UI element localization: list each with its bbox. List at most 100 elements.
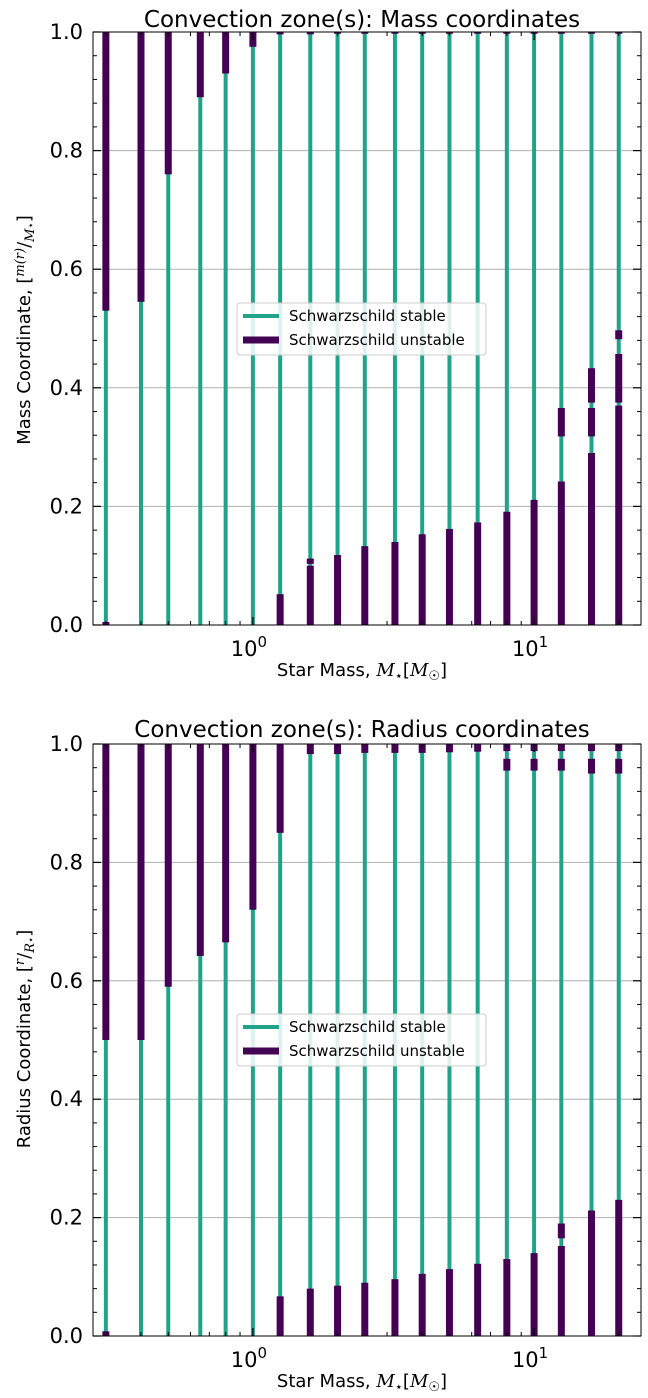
unstable-zone-bar xyxy=(445,1269,453,1336)
unstable-zone-bar xyxy=(587,744,595,752)
unstable-zone-bar xyxy=(306,565,314,625)
unstable-zone-bar xyxy=(276,32,284,35)
unstable-zone-bar xyxy=(557,758,565,771)
unstable-zone-bar xyxy=(102,744,110,1040)
unstable-zone-bar xyxy=(334,744,342,755)
y-tick-label: 0.6 xyxy=(50,257,83,281)
y-tick-label: 0.8 xyxy=(50,850,83,874)
legend-box xyxy=(236,302,487,356)
unstable-zone-bar xyxy=(164,32,172,175)
y-tick-label: 1.0 xyxy=(50,20,83,44)
svg-text:Radius Coordinate, [r/R⋆]: Radius Coordinate, [r/R⋆] xyxy=(13,930,38,1149)
unstable-zone-bar xyxy=(334,1285,342,1336)
x-axis-label: Star Mass, M⋆[M☉] xyxy=(277,660,447,684)
unstable-zone-bar xyxy=(391,541,399,625)
unstable-zone-bar xyxy=(391,744,399,753)
unstable-zone-bar xyxy=(137,32,145,302)
y-axis-label: Radius Coordinate, [r/R⋆] xyxy=(13,930,38,1149)
unstable-zone-bar xyxy=(391,1279,399,1336)
unstable-zone-bar xyxy=(276,744,284,833)
y-tick-label: 0.0 xyxy=(50,613,83,637)
unstable-zone-bar xyxy=(196,32,204,98)
legend-label-stable: Schwarzschild stable xyxy=(289,307,446,325)
unstable-zone-bar xyxy=(474,32,482,34)
unstable-zone-bar xyxy=(361,744,369,753)
unstable-zone-bar xyxy=(306,558,314,564)
unstable-zone-bar xyxy=(276,1296,284,1336)
unstable-zone-bar xyxy=(587,1210,595,1336)
unstable-zone-bar xyxy=(418,534,426,625)
x-axis-label: Star Mass, M⋆[M☉] xyxy=(277,1371,447,1395)
y-tick-label: 0.4 xyxy=(50,376,83,400)
y-tick-label: 0.2 xyxy=(50,494,83,518)
legend-label-unstable: Schwarzschild unstable xyxy=(289,1042,465,1060)
unstable-zone-bar xyxy=(557,407,565,437)
unstable-zone-bar xyxy=(361,1282,369,1336)
unstable-zone-bar xyxy=(587,407,595,437)
y-tick-label: 0.0 xyxy=(50,1324,83,1348)
unstable-zone-bar xyxy=(418,744,426,753)
unstable-zone-bar xyxy=(503,758,511,771)
ticks-layer: 0.0 0.2 0.4 0.6 0.8 1.0 100 101 xyxy=(50,732,641,1372)
unstable-zone-bar xyxy=(530,499,538,625)
legend-box xyxy=(236,1013,487,1067)
unstable-zone-bar xyxy=(474,522,482,625)
unstable-zone-bar xyxy=(615,330,623,340)
unstable-zone-bar xyxy=(306,32,314,35)
svg-text:Mass Coordinate, [m(r)/M⋆]: Mass Coordinate, [m(r)/M⋆] xyxy=(13,215,38,445)
unstable-zone-bar xyxy=(503,1259,511,1336)
unstable-zone-bar xyxy=(445,744,453,753)
y-tick-label: 0.2 xyxy=(50,1206,83,1230)
ticks-layer: 0.0 0.2 0.4 0.6 0.8 1.0 100 101 xyxy=(50,20,641,661)
x-tick-label: 100 xyxy=(231,633,267,661)
legend-label-stable: Schwarzschild stable xyxy=(289,1018,446,1036)
unstable-zone-bar xyxy=(249,744,257,910)
x-tick-label: 101 xyxy=(512,633,548,661)
unstable-zone-bar xyxy=(615,405,623,625)
unstable-zone-bar xyxy=(391,32,399,34)
y-tick-label: 0.4 xyxy=(50,1087,83,1111)
unstable-zone-bar xyxy=(418,1273,426,1336)
legend: Schwarzschild stable Schwarzschild unsta… xyxy=(236,302,487,356)
unstable-zone-bar xyxy=(137,744,145,1040)
x-tick-label: 100 xyxy=(231,1344,267,1372)
mass-coordinates-chart: Convection zone(s): Mass coordinates 0.0… xyxy=(13,7,642,684)
unstable-zone-bar xyxy=(361,32,369,34)
unstable-zone-bar xyxy=(474,744,482,752)
plot-frame xyxy=(92,31,642,626)
legend: Schwarzschild stable Schwarzschild unsta… xyxy=(236,1013,487,1067)
unstable-zone-bar xyxy=(557,481,565,625)
unstable-zone-bar xyxy=(306,1288,314,1336)
unstable-zone-bar xyxy=(615,353,623,403)
unstable-zone-bar xyxy=(503,511,511,625)
y-tick-label: 0.6 xyxy=(50,969,83,993)
unstable-zone-bar xyxy=(102,32,110,311)
x-tick-label: 101 xyxy=(512,1344,548,1372)
unstable-zone-bar xyxy=(587,758,595,774)
unstable-zone-bar xyxy=(361,546,369,625)
legend-label-unstable: Schwarzschild unstable xyxy=(289,331,465,349)
plot-frame xyxy=(92,743,642,1337)
unstable-zone-bar xyxy=(276,594,284,625)
unstable-zone-bar xyxy=(334,555,342,625)
unstable-zone-bar xyxy=(164,744,172,987)
unstable-zone-bar xyxy=(530,1253,538,1336)
unstable-zone-bar xyxy=(557,1246,565,1336)
unstable-zone-bar xyxy=(615,1199,623,1336)
y-tick-label: 0.8 xyxy=(50,139,83,163)
chart-title: Convection zone(s): Mass coordinates xyxy=(144,7,580,33)
y-tick-label: 1.0 xyxy=(50,732,83,756)
unstable-zone-bar xyxy=(615,758,623,774)
unstable-zone-bar xyxy=(557,1223,565,1239)
unstable-zone-bar xyxy=(306,744,314,755)
unstable-zone-bar xyxy=(222,744,230,943)
chart-title: Convection zone(s): Radius coordinates xyxy=(134,717,589,743)
y-axis-label: Mass Coordinate, [m(r)/M⋆] xyxy=(13,215,38,445)
bars-layer xyxy=(102,744,623,1336)
unstable-zone-bar xyxy=(587,453,595,625)
unstable-zone-bar xyxy=(196,744,204,956)
radius-coordinates-chart: Convection zone(s): Radius coordinates 0… xyxy=(13,717,642,1395)
unstable-zone-bar xyxy=(530,758,538,771)
unstable-zone-bar xyxy=(587,368,595,403)
unstable-zone-bar xyxy=(445,528,453,625)
